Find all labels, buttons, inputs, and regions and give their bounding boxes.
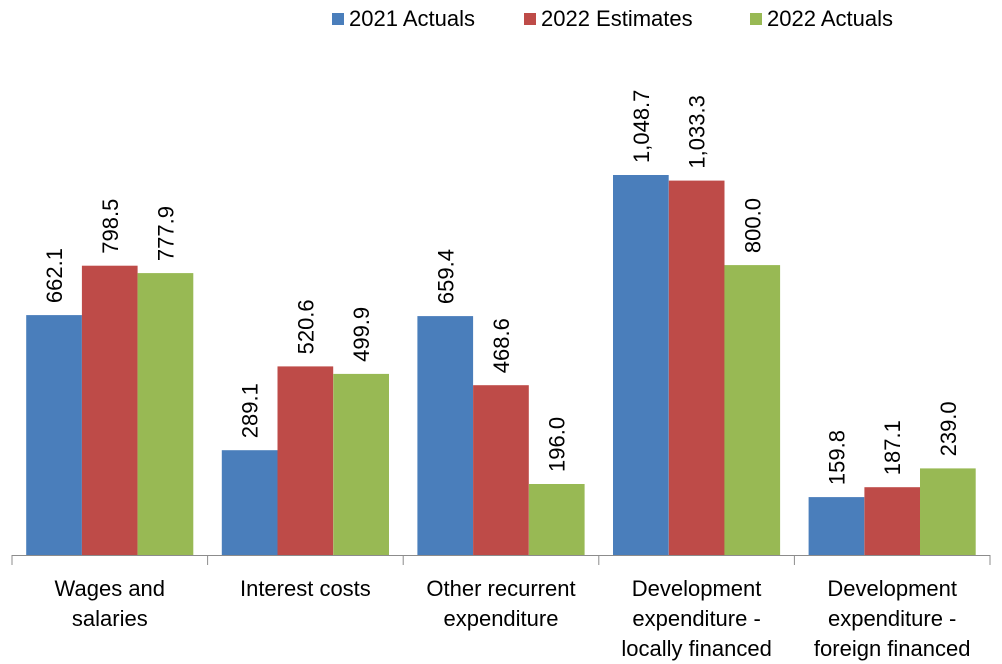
bar-s0-c1 [221, 450, 278, 555]
data-label-s1-c4: 187.1 [880, 420, 905, 475]
category-label-4-line-1: expenditure - [827, 606, 957, 631]
bar-s0-c4 [808, 497, 865, 555]
legend-label-2022-actuals: 2022 Actuals [767, 6, 893, 31]
category-label-3: Development expenditure - locally financed [599, 574, 795, 664]
data-label-s1-c3: 1,033.3 [685, 95, 710, 168]
bar-s0-c3 [613, 175, 669, 555]
legend-label-2022-estimates: 2022 Estimates [541, 6, 693, 31]
bar-s1-c3 [668, 180, 725, 555]
category-label-1: Interest costs [208, 574, 404, 604]
category-label-1-line-0: Interest costs [239, 576, 371, 601]
legend-label-2021-actuals: 2021 Actuals [349, 6, 475, 31]
data-label-s1-c1: 520.6 [293, 299, 318, 354]
category-label-2-line-1: expenditure [443, 606, 559, 631]
category-label-3-line-0: Development [631, 576, 762, 601]
category-label-0-line-1: salaries [71, 606, 148, 631]
data-label-s0-c3: 1,048.7 [629, 90, 654, 163]
category-label-4-line-0: Development [827, 576, 957, 601]
legend-swatch-2021-actuals [332, 13, 344, 25]
data-label-s2-c4: 239.0 [936, 401, 961, 456]
data-label-s0-c2: 659.4 [433, 249, 458, 304]
category-label-2-line-0: Other recurrent [426, 576, 576, 601]
category-label-0: Wages and salaries [12, 574, 208, 634]
category-label-4-line-2: foreign financed [813, 636, 971, 661]
category-label-0-line-0: Wages and [54, 576, 166, 601]
bar-s2-c3 [724, 265, 781, 555]
chart-legend: 2021 Actuals 2022 Estimates 2022 Actuals [0, 6, 1002, 36]
bar-s2-c0 [137, 273, 194, 555]
category-label-2: Other recurrent expenditure [403, 574, 599, 634]
bar-s0-c0 [26, 315, 82, 555]
data-label-s0-c0: 662.1 [42, 248, 67, 303]
bar-s2-c2 [528, 484, 585, 555]
legend-swatch-2022-actuals [750, 13, 762, 25]
category-label-4: Development expenditure - foreign financed [794, 574, 990, 664]
data-label-s2-c0: 777.9 [154, 206, 179, 261]
legend-swatch-2022-estimates [524, 13, 536, 25]
data-label-s1-c2: 468.6 [489, 318, 514, 373]
legend-item-2022-actuals: 2022 Actuals [750, 6, 893, 32]
data-label-s2-c2: 196.0 [545, 417, 570, 472]
bar-s1-c4 [864, 487, 921, 555]
data-label-s0-c4: 159.8 [825, 430, 850, 485]
bar-s2-c4 [920, 468, 976, 555]
category-label-3-line-2: locally financed [621, 636, 772, 661]
data-label-s1-c0: 798.5 [98, 199, 123, 254]
data-label-s0-c1: 289.1 [238, 383, 263, 438]
data-label-s2-c3: 800.0 [740, 198, 765, 253]
bar-s2-c1 [333, 373, 389, 555]
data-label-s2-c1: 499.9 [349, 307, 374, 362]
legend-item-2022-estimates: 2022 Estimates [524, 6, 693, 32]
category-label-3-line-1: expenditure - [632, 606, 761, 631]
legend-item-2021-actuals: 2021 Actuals [332, 6, 475, 32]
bar-s1-c2 [473, 385, 529, 555]
bar-s1-c0 [81, 265, 138, 555]
bar-s1-c1 [277, 366, 334, 555]
bar-s0-c2 [417, 316, 474, 555]
